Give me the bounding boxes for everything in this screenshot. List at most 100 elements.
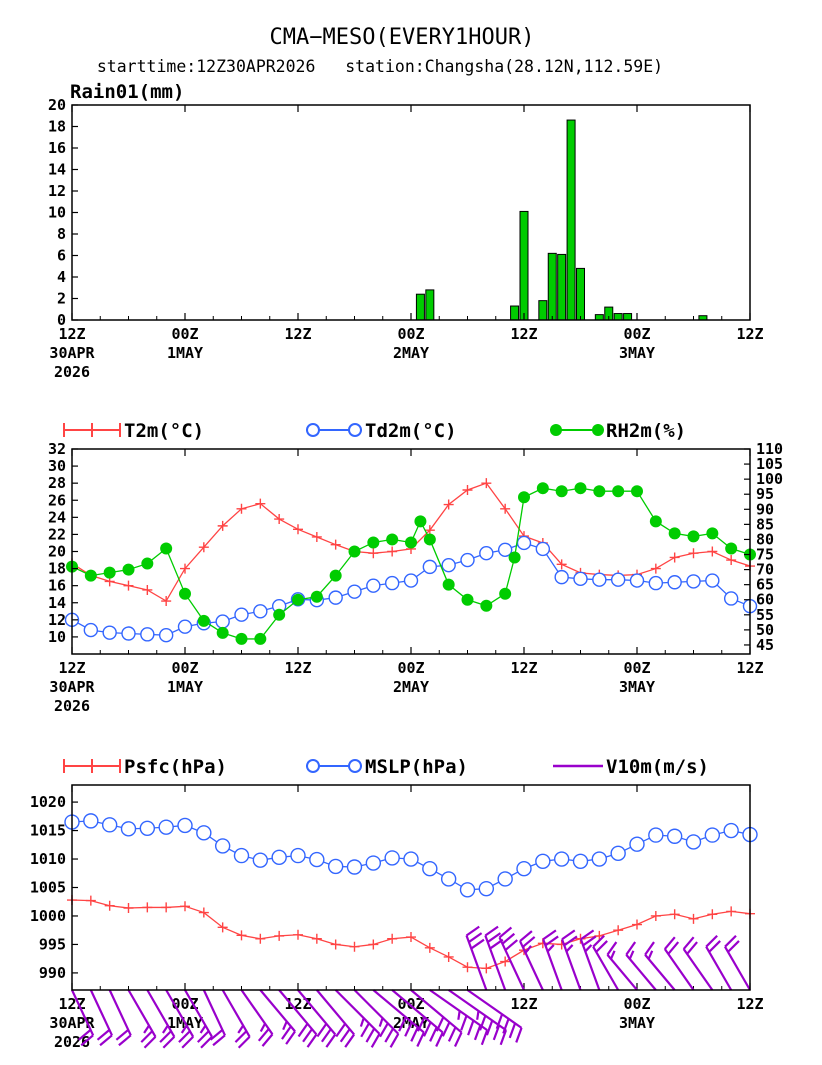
wind-barb-feather [212, 1034, 226, 1047]
t2m-marker [500, 503, 511, 514]
chart-title: CMA−MESO(EVERY1HOUR) [270, 25, 535, 50]
wind-barb [391, 989, 444, 1047]
press-x-tick-label: 12Z [284, 995, 311, 1013]
wind-barb [334, 989, 381, 1048]
td2m-marker [177, 619, 193, 634]
psfc-marker [349, 941, 360, 952]
wind-barb-feather [495, 1013, 504, 1030]
mslp-marker [309, 851, 325, 868]
rh2m-marker [310, 590, 323, 603]
rain-x-tick-label: 12Z [284, 325, 311, 343]
rh-y-tick-label: 70 [756, 561, 774, 579]
psfc-marker [255, 933, 266, 944]
temp-y-tick-label: 12 [48, 611, 66, 629]
temp-x-tick-label: 00Z [623, 659, 650, 677]
rh-y-tick-label: 75 [756, 546, 774, 564]
pressure-plot-frame [71, 784, 751, 991]
rh-y-tick-label: 45 [756, 636, 774, 654]
wind-barb-feather [234, 1030, 248, 1043]
td2m-marker [629, 573, 645, 588]
rh2m-marker [536, 482, 549, 495]
wind-barb [278, 989, 318, 1048]
wind-barb-staff [127, 989, 157, 1038]
td2m-marker [121, 626, 136, 641]
wind-barb [89, 989, 113, 1047]
wind-barb-feather [118, 1034, 132, 1047]
rain-bar [594, 314, 604, 321]
rain-y-tick-label: 0 [57, 311, 66, 329]
temperature-series [64, 478, 758, 645]
mslp-marker [101, 817, 118, 833]
wind-barb-feather [519, 930, 533, 942]
t2m-marker [123, 580, 134, 591]
wind-barb-feather [162, 1035, 176, 1049]
wind-barb [184, 989, 213, 1049]
mslp-marker [610, 845, 626, 862]
t2m-marker [481, 478, 492, 489]
td2m-marker [535, 541, 551, 557]
wind-barb-staff [89, 989, 113, 1036]
temp-y-tick-label: 10 [48, 628, 66, 646]
rh2m-marker [122, 563, 135, 576]
rh2m-marker [160, 542, 173, 555]
wind-barb-feather [457, 1010, 461, 1020]
rh2m-marker [593, 485, 606, 498]
wind-barb-feather [470, 938, 485, 950]
rh-y-tick-label: 105 [756, 455, 783, 473]
psfc-marker [688, 913, 699, 924]
wind-barb-feather [143, 1035, 157, 1049]
rain-x-tick-label: 2MAY [393, 344, 429, 362]
rh2m-marker [216, 626, 229, 639]
wind-barb-feather [565, 944, 574, 953]
td2m-marker [140, 627, 155, 642]
td2m-marker [705, 573, 720, 588]
wind-barb-feather [460, 1015, 468, 1031]
td2m-marker [441, 557, 456, 573]
wind-barb-feather [378, 1017, 384, 1027]
wind-barb [259, 989, 296, 1045]
rh-y-tick-label: 100 [756, 470, 783, 488]
td2m-marker [215, 614, 230, 629]
psfc-marker [142, 902, 153, 913]
wind-barb-feather [524, 945, 532, 954]
wind-barb-staff [353, 989, 400, 1035]
psfc-marker [462, 962, 473, 973]
wind-barb-feather [435, 1016, 445, 1032]
wind-barb-staff [184, 989, 213, 1038]
rain-y-tick-label: 2 [57, 290, 66, 308]
wind-barb-staff [465, 935, 488, 991]
rh2m-marker [414, 515, 427, 528]
temp-y-tick-label: 24 [48, 508, 66, 526]
wind-barb-feather [468, 932, 483, 943]
temp-x-tick-label: 12Z [58, 659, 85, 677]
mslp-marker [139, 820, 156, 836]
td2m-marker [158, 628, 174, 643]
wind-barb-feather [644, 941, 655, 956]
td2m-marker [610, 572, 626, 587]
legend-rh2m-label: RH2m(%) [606, 420, 686, 442]
wind-barb [519, 930, 544, 991]
rain-bar [538, 300, 548, 321]
temp-y-tick-label: 16 [48, 577, 66, 595]
td2m-marker [422, 559, 438, 575]
wind-barb-feather [140, 1030, 154, 1043]
psfc-marker [161, 902, 172, 913]
mslp-marker [478, 880, 495, 897]
wind-barb [579, 929, 601, 991]
wind-barb-staff [391, 989, 444, 1034]
rh2m-marker [668, 527, 681, 540]
wind-barb-feather [508, 1022, 517, 1039]
td2m-marker [366, 578, 381, 593]
legend-psfc-label: Psfc(hPa) [124, 756, 227, 778]
wind-barb-feather [429, 1026, 438, 1042]
rain-y-tick-label: 6 [57, 247, 66, 265]
wind-barb-feather [682, 936, 695, 950]
press-x-tick-label: 3MAY [619, 1014, 655, 1032]
wind-barb-feather [708, 940, 721, 953]
rain-bar [547, 252, 557, 321]
t2m-marker [293, 524, 303, 535]
wind-barb-staff [259, 989, 296, 1033]
wind-barb-feather [181, 1035, 194, 1049]
wind-barb-feather [647, 950, 654, 960]
wind-barb-staff [334, 989, 381, 1035]
